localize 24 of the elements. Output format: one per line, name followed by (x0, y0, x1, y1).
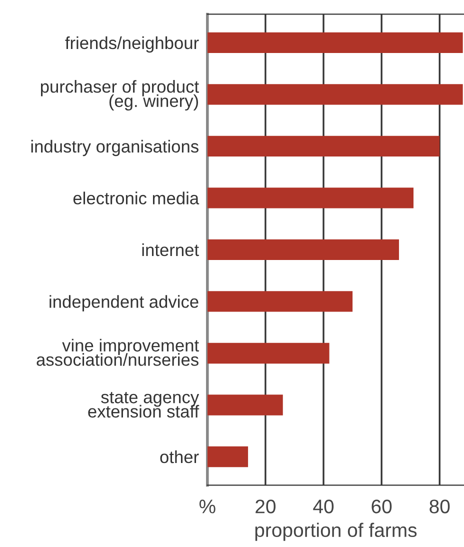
y-tick-label: independent advice (50, 295, 198, 312)
bar (207, 446, 248, 468)
y-tick-label: purchaser of product (eg. winery) (40, 80, 199, 111)
x-tick-label: 80 (430, 500, 450, 514)
bar (207, 394, 283, 416)
x-axis-title: proportion of farms (255, 522, 417, 541)
bar (207, 84, 463, 105)
bar (207, 32, 463, 54)
x-tick-label: 60 (372, 500, 392, 514)
x-tick-label: % (199, 500, 216, 514)
bar (207, 239, 399, 260)
bar (207, 188, 414, 208)
y-tick-label: industry organisations (31, 140, 198, 156)
bar (207, 291, 353, 312)
y-tick-label: vine improvement association/nurseries (36, 338, 199, 366)
y-tick-label: internet (142, 243, 199, 256)
bar (207, 136, 440, 157)
x-tick-label: 40 (313, 500, 334, 514)
y-tick-label: state agency extension staff (88, 392, 200, 418)
bar (207, 342, 330, 364)
y-tick-label: electronic media (73, 192, 200, 204)
y-tick-label: friends/neighbour (65, 36, 199, 53)
y-tick-label: other (160, 450, 199, 464)
x-tick-label: 20 (256, 500, 276, 514)
